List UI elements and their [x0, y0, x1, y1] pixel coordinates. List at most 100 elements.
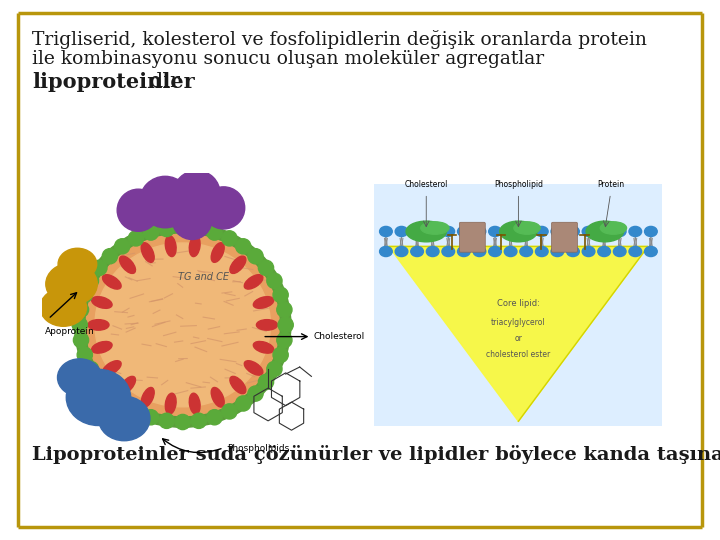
Circle shape [84, 361, 99, 376]
Circle shape [551, 226, 564, 237]
Ellipse shape [58, 248, 96, 280]
Ellipse shape [91, 296, 112, 308]
Circle shape [582, 226, 595, 237]
Circle shape [520, 246, 533, 256]
Text: Core lipid:: Core lipid: [497, 299, 540, 308]
Circle shape [128, 231, 143, 246]
Circle shape [473, 226, 486, 237]
Circle shape [457, 226, 470, 237]
Text: Cholesterol: Cholesterol [314, 332, 365, 341]
Ellipse shape [91, 341, 112, 353]
Ellipse shape [189, 235, 200, 256]
Circle shape [114, 396, 130, 411]
Circle shape [258, 374, 274, 389]
Circle shape [72, 318, 87, 333]
Ellipse shape [166, 235, 176, 256]
Text: Phospholipids: Phospholipids [228, 444, 289, 453]
Circle shape [598, 246, 611, 256]
Ellipse shape [500, 221, 537, 242]
Circle shape [379, 226, 392, 237]
Ellipse shape [141, 387, 154, 407]
Circle shape [77, 347, 92, 362]
Circle shape [222, 404, 237, 419]
Circle shape [73, 333, 89, 348]
Ellipse shape [40, 288, 86, 326]
Circle shape [175, 220, 190, 235]
Circle shape [598, 226, 611, 237]
FancyBboxPatch shape [374, 184, 662, 426]
Circle shape [159, 413, 174, 428]
Ellipse shape [74, 222, 291, 427]
Circle shape [235, 396, 251, 411]
Ellipse shape [46, 263, 97, 305]
Circle shape [192, 221, 207, 237]
Circle shape [457, 246, 470, 256]
Circle shape [128, 404, 143, 419]
Circle shape [504, 226, 517, 237]
Circle shape [77, 287, 92, 302]
Circle shape [159, 221, 174, 237]
Ellipse shape [99, 396, 150, 441]
Circle shape [248, 248, 263, 264]
Ellipse shape [211, 242, 224, 262]
Ellipse shape [600, 222, 626, 234]
Text: Trigliserid, kolesterol ve fosfolipidlerin değişik oranlarda protein: Trigliserid, kolesterol ve fosfolipidler… [32, 30, 647, 49]
Ellipse shape [189, 393, 200, 414]
Ellipse shape [102, 361, 121, 375]
Text: TG and CE: TG and CE [179, 273, 229, 282]
Circle shape [473, 246, 486, 256]
Text: Cholesterol: Cholesterol [405, 180, 448, 188]
Circle shape [91, 260, 107, 275]
Circle shape [410, 226, 423, 237]
Text: Apoprotein: Apoprotein [45, 327, 94, 336]
Circle shape [629, 246, 642, 256]
Circle shape [140, 176, 191, 228]
Circle shape [267, 361, 282, 376]
Ellipse shape [66, 369, 130, 426]
Circle shape [102, 248, 117, 264]
Ellipse shape [586, 221, 624, 242]
Circle shape [91, 374, 107, 389]
Circle shape [143, 410, 158, 425]
Ellipse shape [120, 376, 135, 394]
Text: ile kombinasyonu sonucu oluşan moleküler agregatlar: ile kombinasyonu sonucu oluşan moleküler… [32, 50, 544, 68]
Ellipse shape [211, 387, 224, 407]
Ellipse shape [102, 275, 121, 289]
Ellipse shape [406, 221, 446, 242]
Ellipse shape [58, 359, 102, 396]
Circle shape [273, 347, 288, 362]
Circle shape [395, 246, 408, 256]
Text: Lipoproteinler suda çözünürler ve lipidler böylece kanda taşınabilirler: Lipoproteinler suda çözünürler ve lipidl… [32, 445, 720, 464]
Ellipse shape [88, 320, 109, 330]
Circle shape [84, 273, 99, 288]
Circle shape [644, 246, 657, 256]
Circle shape [613, 226, 626, 237]
Circle shape [644, 226, 657, 237]
Text: or: or [515, 334, 522, 343]
Text: Phospholipid: Phospholipid [494, 180, 543, 188]
Circle shape [202, 187, 245, 229]
Circle shape [207, 225, 222, 240]
Ellipse shape [166, 393, 176, 414]
Circle shape [278, 318, 293, 333]
Circle shape [504, 246, 517, 256]
Circle shape [102, 386, 117, 401]
Ellipse shape [256, 320, 277, 330]
Text: triacylglycerol: triacylglycerol [491, 318, 546, 327]
Circle shape [379, 246, 392, 256]
Text: dir: dir [150, 72, 180, 91]
Ellipse shape [230, 256, 246, 273]
Circle shape [520, 226, 533, 237]
Circle shape [143, 225, 158, 240]
Circle shape [276, 333, 292, 348]
Circle shape [536, 246, 548, 256]
Circle shape [192, 413, 207, 428]
FancyBboxPatch shape [459, 222, 485, 252]
Ellipse shape [120, 256, 135, 273]
Circle shape [442, 226, 454, 237]
Circle shape [276, 302, 292, 318]
Circle shape [73, 302, 89, 318]
Circle shape [426, 226, 439, 237]
Circle shape [395, 226, 408, 237]
Circle shape [248, 386, 263, 401]
